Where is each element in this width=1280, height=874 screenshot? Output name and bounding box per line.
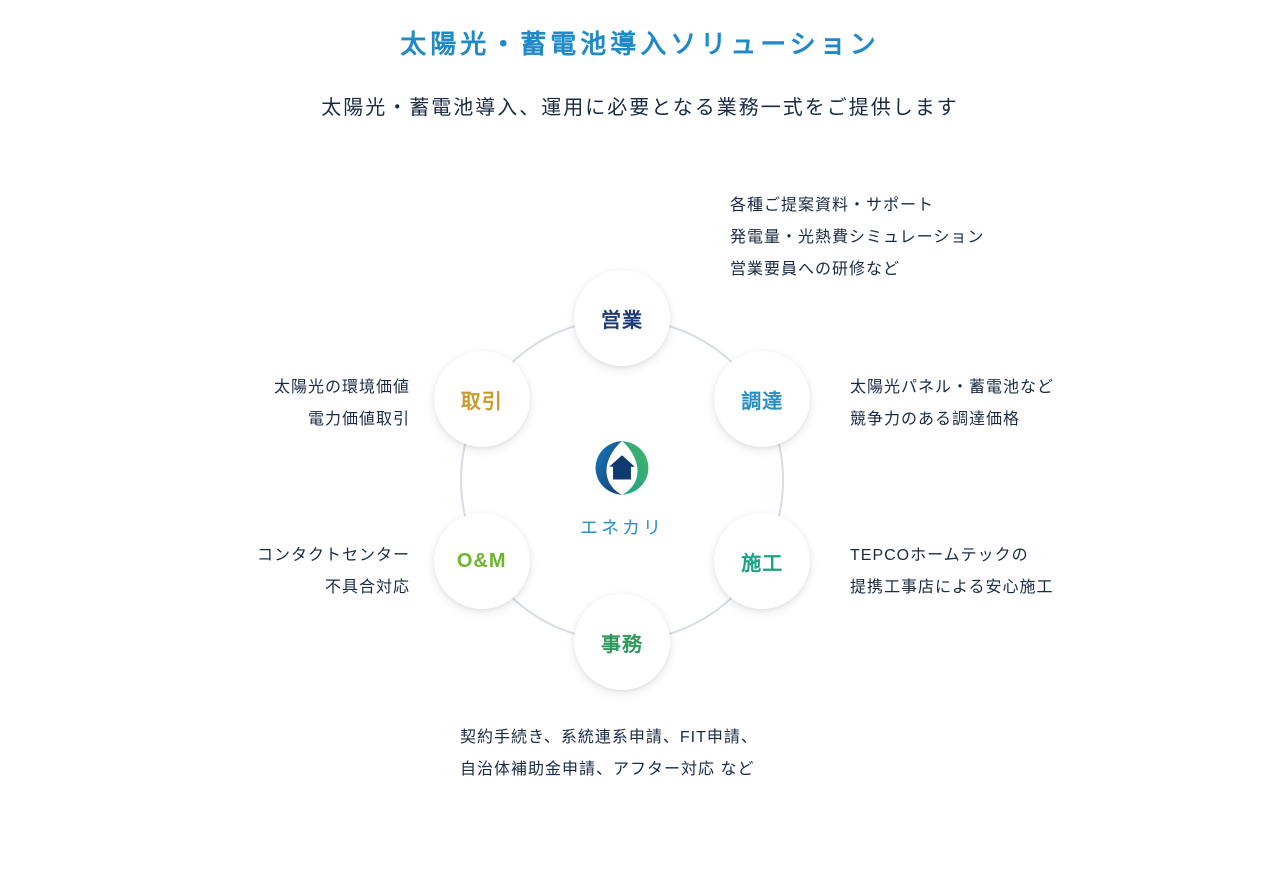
desc-admin: 契約手続き、系統連系申請、FIT申請、 自治体補助金申請、アフター対応 など xyxy=(460,722,758,786)
desc-trade-l2: 電力価値取引 xyxy=(308,411,410,428)
desc-sales-l2: 発電量・光熱費シミュレーション xyxy=(730,229,984,246)
node-trade-label: 取引 xyxy=(461,385,503,414)
desc-procurement-l2: 競争力のある調達価格 xyxy=(850,411,1020,428)
node-procurement: 調達 xyxy=(714,351,810,447)
node-sales: 営業 xyxy=(574,270,670,366)
desc-procurement-l1: 太陽光パネル・蓄電池など xyxy=(850,379,1054,396)
desc-admin-l1: 契約手続き、系統連系申請、FIT申請、 xyxy=(460,729,758,746)
desc-construction-l1: TEPCOホームテックの xyxy=(850,547,1029,564)
node-construction: 施工 xyxy=(714,513,810,609)
desc-om-l2: 不具合対応 xyxy=(325,579,410,596)
desc-om: コンタクトセンター 不具合対応 xyxy=(257,540,410,604)
node-admin-label: 事務 xyxy=(601,628,643,657)
desc-trade: 太陽光の環境価値 電力価値取引 xyxy=(274,372,410,436)
node-admin: 事務 xyxy=(574,594,670,690)
desc-sales: 各種ご提案資料・サポート 発電量・光熱費シミュレーション 営業要員への研修など xyxy=(730,190,984,286)
page-title: 太陽光・蓄電池導入ソリューション xyxy=(0,0,1280,61)
desc-trade-l1: 太陽光の環境価値 xyxy=(274,379,410,396)
desc-procurement: 太陽光パネル・蓄電池など 競争力のある調達価格 xyxy=(850,372,1054,436)
center-logo xyxy=(577,423,667,513)
desc-construction: TEPCOホームテックの 提携工事店による安心施工 xyxy=(850,540,1054,604)
desc-admin-l2: 自治体補助金申請、アフター対応 など xyxy=(460,761,754,778)
node-sales-label: 営業 xyxy=(601,304,643,333)
desc-construction-l2: 提携工事店による安心施工 xyxy=(850,579,1054,596)
node-om-label: O&M xyxy=(457,550,507,573)
node-trade: 取引 xyxy=(434,351,530,447)
radial-diagram: エネカリ 営業 調達 施工 事務 O&M 取引 各種ご提案資料・サポート 発電量… xyxy=(0,150,1280,870)
page-subtitle: 太陽光・蓄電池導入、運用に必要となる業務一式をご提供します xyxy=(0,61,1280,120)
desc-sales-l3: 営業要員への研修など xyxy=(730,261,900,278)
desc-sales-l1: 各種ご提案資料・サポート xyxy=(730,197,934,214)
node-construction-label: 施工 xyxy=(741,547,783,576)
desc-om-l1: コンタクトセンター xyxy=(257,547,410,564)
center-label: エネカリ xyxy=(580,514,664,540)
node-procurement-label: 調達 xyxy=(741,385,783,414)
enekari-logo-icon xyxy=(590,436,654,500)
node-om: O&M xyxy=(434,513,530,609)
